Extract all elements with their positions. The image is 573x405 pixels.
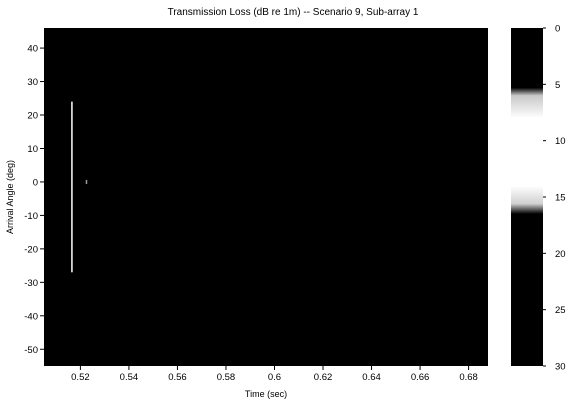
colorbar-tick-label: 15	[555, 193, 566, 204]
colorbar-tick-label: 0	[555, 24, 560, 35]
y-tick-label: 20	[27, 111, 38, 122]
y-tick-label: -40	[24, 311, 38, 322]
y-tick-label: -20	[24, 244, 38, 255]
colorbar-tick-label: 10	[555, 136, 566, 147]
y-tick-label: -30	[24, 278, 38, 289]
colorbar	[511, 28, 543, 366]
x-axis: 0.52 0.54 0.56 0.58 0.6 0.62 0.64 0.66 0.68	[71, 366, 478, 383]
colorbar-tick-label: 20	[555, 249, 566, 260]
x-tick-label: 0.58	[217, 372, 236, 383]
x-tick-label: 0.6	[268, 372, 281, 383]
colorbar-tick-label: 25	[555, 305, 566, 316]
y-axis-label: Arrival Angle (deg)	[5, 160, 15, 234]
x-tick-label: 0.54	[120, 372, 139, 383]
x-axis-label: Time (sec)	[245, 389, 287, 399]
x-tick-label: 0.66	[411, 372, 430, 383]
colorbar-tick-label: 30	[555, 362, 566, 373]
x-tick-label: 0.52	[71, 372, 90, 383]
y-tick-label: 30	[27, 77, 38, 88]
heatmap-background	[44, 28, 488, 366]
y-tick-label: -50	[24, 345, 38, 356]
heatmap-features	[71, 101, 88, 273]
y-tick-label: 40	[27, 44, 38, 55]
heatmap-feature-weak-arrival	[85, 179, 88, 184]
colorbar-ticks: 0 5 10 15 20 25 30	[543, 24, 566, 373]
y-tick-label: 0	[33, 177, 38, 188]
x-tick-label: 0.62	[314, 372, 333, 383]
x-tick-label: 0.64	[362, 372, 381, 383]
x-tick-label: 0.68	[459, 372, 478, 383]
colorbar-tick-label: 5	[555, 80, 560, 91]
y-tick-label: 10	[27, 144, 38, 155]
x-tick-label: 0.56	[168, 372, 187, 383]
chart-title: Transmission Loss (dB re 1m) -- Scenario…	[168, 7, 419, 18]
y-tick-label: -10	[24, 211, 38, 222]
y-axis: 40 30 20 10 0 -10 -20 -30 -40 -50	[24, 44, 44, 356]
heatmap-feature-arrival	[71, 101, 73, 273]
